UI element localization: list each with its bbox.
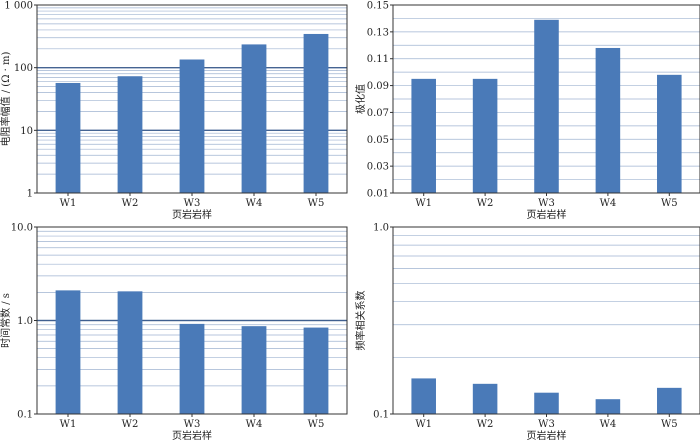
x-tick-label: W3 bbox=[184, 419, 201, 430]
x-tick-label: W1 bbox=[415, 198, 432, 209]
y-tick-label: 10 bbox=[20, 126, 33, 137]
x-axis-label: 页岩岩样 bbox=[172, 429, 212, 441]
y-tick-label: 0.15 bbox=[367, 1, 389, 12]
x-axis-label: 页岩岩样 bbox=[527, 429, 567, 441]
y-axis-label: 电阻率幅值 / (Ω · m) bbox=[0, 51, 12, 146]
bar-W3 bbox=[179, 323, 205, 414]
x-tick-label: W5 bbox=[661, 198, 678, 209]
x-axis-label: 页岩岩样 bbox=[172, 208, 212, 221]
x-tick-label: W5 bbox=[661, 419, 678, 430]
y-tick-label: 0.07 bbox=[367, 108, 389, 119]
bar-W5 bbox=[303, 327, 329, 414]
plot-frame bbox=[392, 226, 700, 415]
chart-4: 0.1 1.0 W1 W2 W3 W4 W5 页岩岩样 频率相关系数 bbox=[354, 223, 700, 441]
bar-W2 bbox=[117, 76, 143, 193]
y-axis-label: 频率相关系数 bbox=[354, 291, 367, 351]
x-tick-label: W2 bbox=[477, 198, 494, 209]
y-tick-label: 1 000 bbox=[4, 1, 33, 12]
y-tick-label: 0.11 bbox=[367, 54, 389, 65]
bar-W1 bbox=[55, 82, 81, 193]
chart-2: 0.01 0.03 0.05 0.07 0.09 0.11 0.13 0.15 W1 W2 W3 W4… bbox=[354, 1, 700, 221]
bar-W3 bbox=[179, 59, 205, 193]
x-tick-label: W5 bbox=[308, 419, 325, 430]
x-tick-label: W4 bbox=[246, 198, 263, 209]
x-tick-label: W4 bbox=[246, 419, 263, 430]
bar-W5 bbox=[303, 33, 329, 194]
y-tick-label: 0.13 bbox=[367, 27, 389, 38]
x-tick-label: W2 bbox=[122, 419, 139, 430]
bar-W4 bbox=[595, 399, 621, 414]
bar-W4 bbox=[595, 47, 621, 193]
y-tick-label: 0.1 bbox=[17, 410, 33, 421]
bar-W1 bbox=[411, 378, 436, 414]
x-tick-label: W2 bbox=[477, 419, 494, 430]
y-tick-label: 1 bbox=[27, 189, 33, 200]
y-tick-label: 0.03 bbox=[367, 162, 389, 173]
y-tick-label: 0.01 bbox=[367, 189, 389, 200]
x-tick-label: W4 bbox=[600, 198, 617, 209]
y-tick-label: 0.1 bbox=[373, 410, 389, 421]
y-tick-label: 1.0 bbox=[17, 316, 33, 327]
bar-W2 bbox=[472, 78, 498, 193]
chart-3: 0.1 1.0 10.0 W1 W2 W3 W4 W5 页岩岩样 时间常数 / s bbox=[0, 223, 348, 441]
bar-W4 bbox=[241, 44, 267, 193]
bar-W4 bbox=[241, 326, 267, 414]
bar-W3 bbox=[534, 19, 559, 194]
x-tick-label: W4 bbox=[600, 419, 617, 430]
x-tick-label: W3 bbox=[538, 419, 555, 430]
y-tick-label: 0.09 bbox=[367, 81, 389, 92]
x-tick-label: W3 bbox=[538, 198, 555, 209]
bar-W5 bbox=[657, 74, 682, 193]
bar-W2 bbox=[117, 291, 143, 414]
y-axis-label: 极化值 bbox=[354, 84, 367, 114]
y-axis-label: 时间常数 / s bbox=[0, 293, 12, 348]
bar-W5 bbox=[657, 387, 682, 414]
y-tick-label: 1.0 bbox=[373, 223, 389, 234]
bar-W1 bbox=[411, 78, 436, 193]
x-tick-label: W1 bbox=[415, 419, 432, 430]
x-tick-label: W5 bbox=[308, 198, 325, 209]
x-tick-label: W1 bbox=[60, 198, 77, 209]
x-axis-label: 页岩岩样 bbox=[527, 208, 567, 221]
y-tick-label: 100 bbox=[14, 63, 33, 74]
bar-W2 bbox=[472, 383, 498, 414]
y-tick-label: 10.0 bbox=[11, 223, 33, 234]
bar-W1 bbox=[55, 290, 81, 414]
bar-W3 bbox=[534, 392, 559, 414]
x-tick-label: W3 bbox=[184, 198, 201, 209]
chart-1: 1 10 100 1 000 W1 W2 W3 W4 W5 页岩岩样 电阻率幅值 / (Ω · m) bbox=[0, 1, 348, 221]
x-tick-label: W1 bbox=[60, 419, 77, 430]
y-tick-label: 0.05 bbox=[367, 135, 389, 146]
x-tick-label: W2 bbox=[122, 198, 139, 209]
